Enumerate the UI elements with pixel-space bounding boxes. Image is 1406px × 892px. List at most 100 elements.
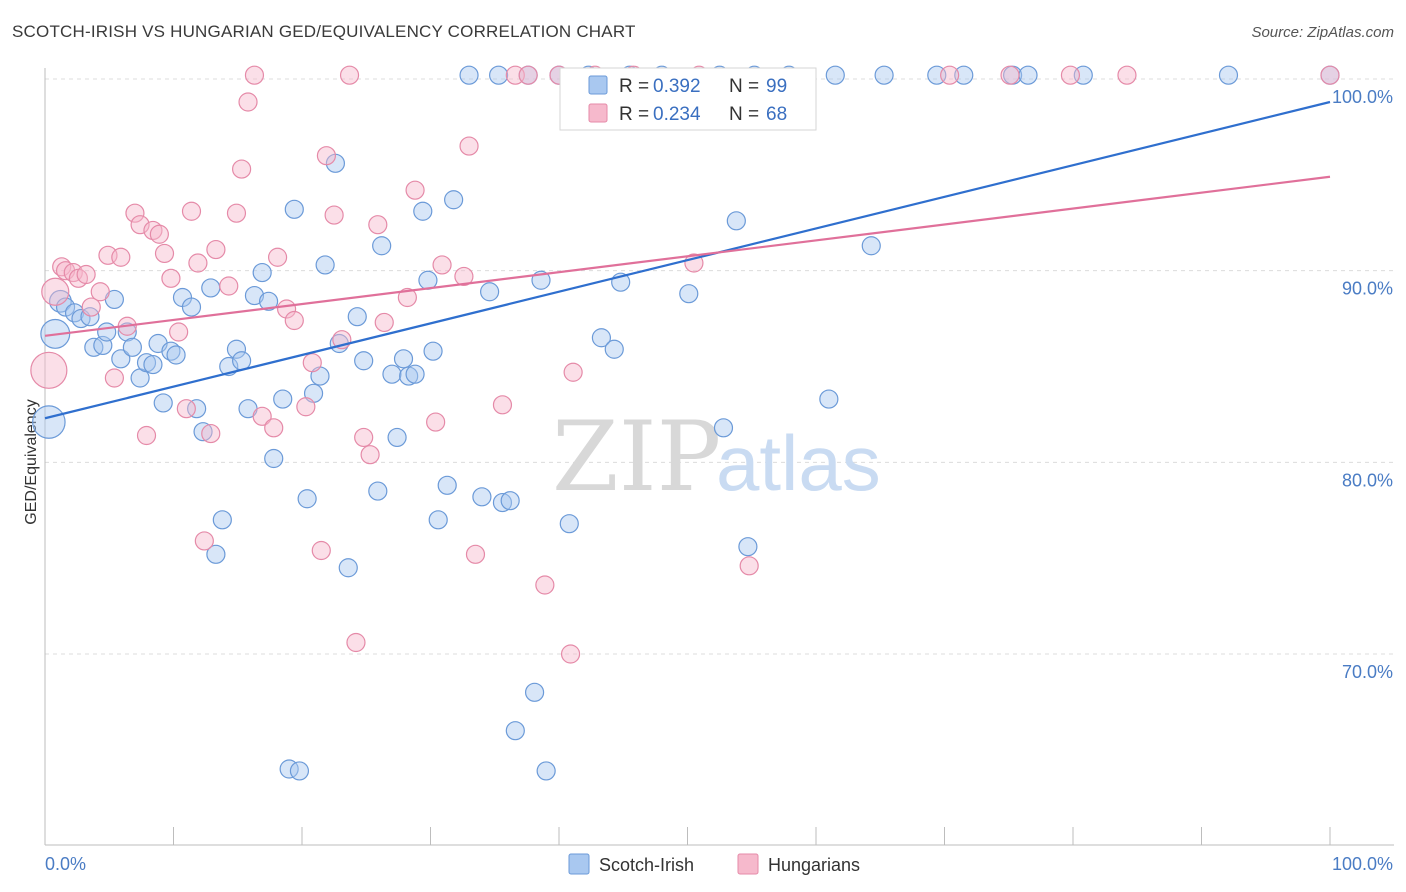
legend-n-value-1: 99 bbox=[766, 76, 787, 97]
hungarians-point-44 bbox=[346, 632, 366, 653]
bottom-legend-swatch-hungarians bbox=[737, 853, 759, 875]
hungarians-point-20 bbox=[169, 322, 189, 342]
hungarians-point-71 bbox=[1117, 65, 1137, 85]
scotch-irish-point-83 bbox=[713, 418, 734, 438]
scotch-irish-point-70 bbox=[524, 682, 545, 702]
legend-r-value-2: 0.234 bbox=[653, 104, 701, 125]
scotch-irish-point-32 bbox=[244, 285, 265, 306]
hungarians-point-32 bbox=[252, 406, 272, 426]
scotch-irish-point-43 bbox=[315, 255, 335, 275]
hungarians-point-19 bbox=[161, 268, 181, 288]
hungarians-point-55 bbox=[465, 544, 486, 564]
hungarians-point-54 bbox=[459, 136, 479, 156]
scotch-irish-point-49 bbox=[368, 481, 388, 501]
x-tick-labels: 0.0% 100.0% bbox=[45, 854, 1393, 874]
hungarians-point-62 bbox=[563, 362, 583, 382]
scotch-irish-point-0 bbox=[32, 405, 66, 439]
trend-lines bbox=[44, 100, 1331, 420]
scotch-irish-point-77 bbox=[604, 339, 624, 359]
scotch-irish-point-23 bbox=[187, 399, 207, 419]
hungarians-point-33 bbox=[264, 418, 284, 438]
scotch-irish-point-46 bbox=[338, 558, 358, 578]
hungarians-point-25 bbox=[201, 423, 221, 444]
legend-swatch-scotch-irish bbox=[588, 75, 608, 95]
hungarians-point-43 bbox=[339, 65, 360, 85]
hungarians-point-56 bbox=[492, 395, 513, 415]
legend-r-label-1: R = bbox=[619, 76, 649, 97]
chart-source: Source: ZipAtlas.com bbox=[1251, 24, 1394, 41]
scotch-irish-point-58 bbox=[423, 341, 443, 361]
scotch-irish-point-64 bbox=[480, 282, 500, 302]
scotch-irish-point-85 bbox=[738, 537, 758, 557]
scotch-irish-point-36 bbox=[273, 389, 293, 409]
scotch-irish-point-20 bbox=[166, 345, 186, 365]
scotch-irish-point-74 bbox=[559, 514, 579, 534]
hungarians-point-15 bbox=[136, 425, 157, 446]
scotch-irish-point-30 bbox=[232, 351, 252, 371]
y-tick-labels: 70.0% 80.0% 90.0% 100.0% bbox=[1332, 87, 1393, 682]
hungarians-point-47 bbox=[368, 215, 388, 235]
watermark: ZIP atlas bbox=[552, 401, 881, 513]
hungarians-point-61 bbox=[560, 644, 581, 664]
hungarians-point-59 bbox=[535, 575, 555, 595]
scotch-irish-point-93 bbox=[954, 65, 974, 85]
hungarians-point-37 bbox=[296, 397, 316, 417]
hungarians-point-36 bbox=[284, 310, 304, 331]
hungarians-trend-line bbox=[44, 175, 1331, 337]
hungarians-point-70 bbox=[1060, 65, 1081, 85]
scotch-irish-point-65 bbox=[489, 65, 509, 85]
bottom-legend: Scotch-Irish Hungarians bbox=[568, 853, 860, 875]
axes bbox=[44, 68, 1394, 846]
hungarians-point-10 bbox=[104, 368, 124, 388]
scotch-irish-point-72 bbox=[536, 761, 556, 781]
hungarians-point-18 bbox=[154, 243, 175, 264]
scotch-irish-point-90 bbox=[861, 236, 881, 256]
x-tick-label-max: 100.0% bbox=[1332, 854, 1393, 874]
hungarians-point-7 bbox=[81, 297, 101, 317]
scotch-irish-point-50 bbox=[372, 236, 392, 256]
scotch-irish-point-81 bbox=[679, 284, 699, 304]
scotch-irish-point-62 bbox=[459, 65, 479, 85]
hungarians-point-67 bbox=[739, 556, 759, 576]
scotch-irish-point-39 bbox=[289, 761, 310, 781]
scotch-irish-point-19 bbox=[161, 341, 181, 361]
scotch-irish-point-76 bbox=[591, 328, 612, 348]
scotch-irish-point-48 bbox=[354, 351, 374, 371]
hungarians-point-29 bbox=[232, 159, 252, 179]
scotch-irish-point-88 bbox=[819, 389, 839, 409]
hungarians-point-27 bbox=[219, 276, 239, 296]
watermark-atlas: atlas bbox=[716, 419, 881, 507]
scotch-irish-trend-line bbox=[44, 100, 1331, 420]
y-tick-label-90: 90.0% bbox=[1342, 279, 1393, 299]
scotch-irish-point-25 bbox=[201, 278, 221, 298]
hungarians-point-68 bbox=[940, 65, 960, 85]
legend-n-label-2: N = bbox=[729, 104, 759, 125]
scotch-irish-point-56 bbox=[413, 201, 433, 221]
hungarians-point-1 bbox=[41, 277, 70, 306]
hungarians-point-8 bbox=[90, 282, 110, 302]
hungarians-point-26 bbox=[206, 239, 226, 260]
scotch-irish-point-34 bbox=[258, 291, 279, 311]
scotch-irish-point-10 bbox=[97, 322, 117, 342]
hungarians-point-49 bbox=[397, 287, 417, 308]
y-tick-label-80: 80.0% bbox=[1342, 470, 1393, 490]
scotch-irish-point-67 bbox=[500, 491, 520, 511]
scotch-irish-point-40 bbox=[297, 489, 317, 509]
hungarians-point-41 bbox=[324, 205, 344, 225]
scotch-irish-point-18 bbox=[153, 393, 173, 413]
hungarians-point-2 bbox=[52, 257, 72, 277]
hungarians-point-17 bbox=[149, 224, 169, 244]
hungarians-point-28 bbox=[226, 203, 247, 223]
scotch-irish-point-84 bbox=[726, 211, 746, 231]
hungarians-point-31 bbox=[244, 65, 265, 85]
hungarians-point-21 bbox=[176, 399, 196, 419]
hungarians-point-69 bbox=[1000, 65, 1020, 85]
scotch-irish-point-29 bbox=[226, 339, 247, 359]
scotch-irish-point-68 bbox=[505, 721, 525, 741]
y-tick-label-70: 70.0% bbox=[1342, 662, 1393, 682]
x-tick-label-min: 0.0% bbox=[45, 854, 86, 874]
hungarians-point-48 bbox=[374, 312, 394, 333]
scotch-irish-point-59 bbox=[428, 510, 448, 530]
legend-r-label-2: R = bbox=[619, 104, 649, 125]
scotch-irish-point-38 bbox=[284, 199, 304, 219]
